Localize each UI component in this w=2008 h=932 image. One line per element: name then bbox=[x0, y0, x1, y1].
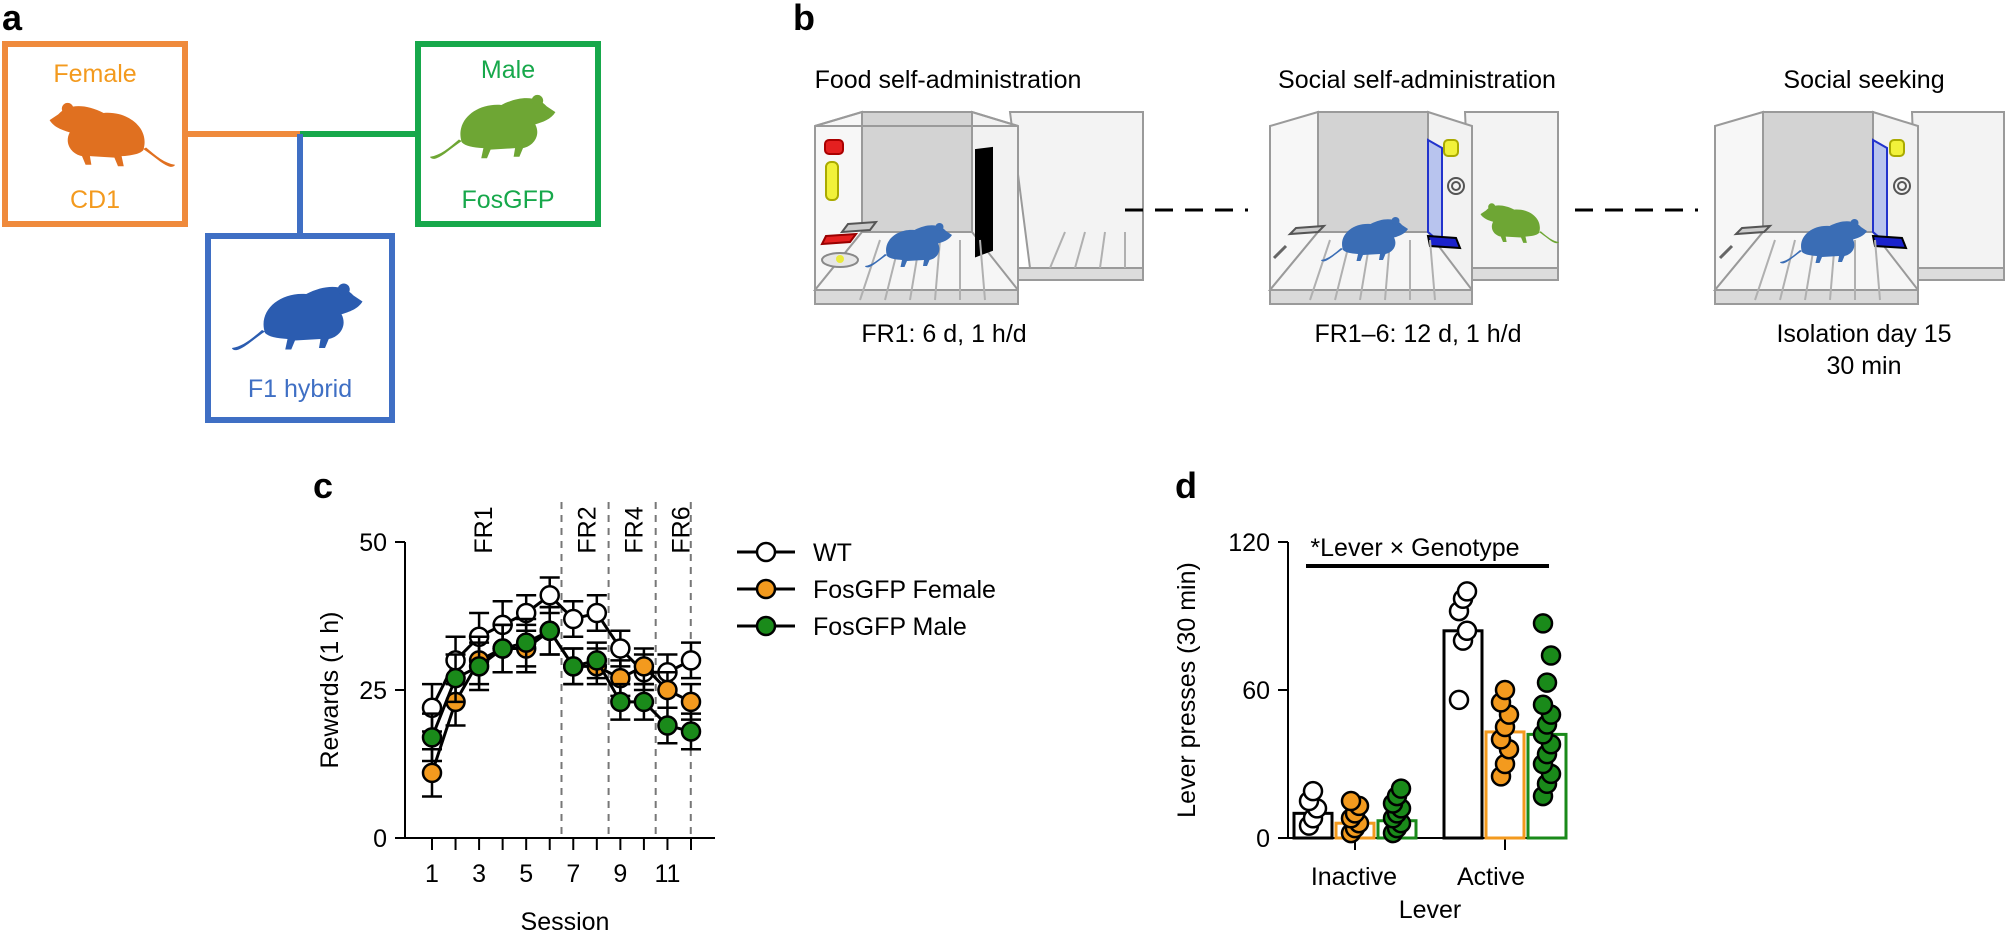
y-axis-label: Lever presses (30 min) bbox=[1173, 562, 1201, 818]
legend-label: WT bbox=[813, 539, 852, 567]
data-point bbox=[680, 691, 702, 713]
data-point bbox=[492, 638, 513, 659]
x-tick-label: 3 bbox=[472, 860, 486, 888]
stage-3-detail: Isolation day 15 bbox=[1776, 320, 1951, 348]
data-point bbox=[680, 721, 702, 742]
x-axis-label: Session bbox=[521, 908, 610, 932]
significance-label: *Lever × Genotype bbox=[1310, 534, 1519, 562]
phase-label: FR1 bbox=[470, 506, 498, 553]
male-strain: FosGFP bbox=[461, 186, 554, 214]
data-point bbox=[633, 656, 655, 677]
male-mouse-icon bbox=[430, 94, 556, 159]
data-point bbox=[445, 667, 466, 689]
y-axis-label: Rewards (1 h) bbox=[316, 612, 344, 769]
data-point bbox=[515, 632, 537, 653]
x-tick-label: 1 bbox=[425, 860, 439, 888]
bar bbox=[1442, 629, 1484, 840]
data-point bbox=[1532, 694, 1554, 716]
data-point bbox=[1540, 645, 1562, 666]
panel-label-c: c bbox=[313, 465, 333, 506]
data-point bbox=[586, 650, 608, 671]
x-tick-label: 9 bbox=[613, 860, 627, 888]
data-point bbox=[610, 638, 631, 659]
phase-label: FR2 bbox=[573, 506, 601, 553]
data-point bbox=[657, 679, 678, 701]
stage-2-detail: FR1–6: 12 d, 1 h/d bbox=[1314, 320, 1521, 348]
x-tick-label: 7 bbox=[566, 860, 580, 888]
chamber-seeking bbox=[1712, 110, 2005, 305]
data-point bbox=[563, 656, 584, 677]
stage-1-detail: FR1: 6 d, 1 h/d bbox=[861, 320, 1026, 348]
data-point bbox=[1456, 581, 1478, 602]
x-tick-label: 5 bbox=[519, 860, 533, 888]
data-point bbox=[563, 608, 584, 630]
y-tick-label: 120 bbox=[1228, 529, 1270, 557]
hybrid-box bbox=[205, 233, 395, 423]
chamber-food bbox=[812, 110, 1144, 305]
data-point bbox=[1448, 689, 1470, 711]
chamber-social bbox=[1267, 110, 1559, 305]
x-tick-label: Inactive bbox=[1311, 863, 1397, 891]
x-tick-label: 11 bbox=[654, 860, 680, 888]
x-tick-label: Active bbox=[1457, 863, 1525, 891]
female-label: Female bbox=[53, 60, 136, 88]
y-tick-label: 25 bbox=[359, 677, 387, 705]
female-strain: CD1 bbox=[70, 186, 120, 214]
stage-1-title: Food self-administration bbox=[815, 66, 1082, 94]
data-point bbox=[680, 650, 702, 671]
data-point bbox=[539, 620, 560, 642]
data-point bbox=[1532, 613, 1554, 634]
panel-label-b: b bbox=[793, 0, 815, 38]
male-label: Male bbox=[481, 56, 535, 84]
stage-3-detail-duration: 30 min bbox=[1826, 352, 1901, 380]
stage-2-title: Social self-administration bbox=[1278, 66, 1556, 94]
data-point bbox=[468, 656, 490, 677]
male-box bbox=[415, 41, 601, 227]
y-tick-label: 0 bbox=[1256, 825, 1270, 853]
data-point bbox=[421, 727, 443, 748]
data-point bbox=[586, 602, 608, 624]
data-point bbox=[421, 762, 443, 784]
data-point bbox=[539, 585, 560, 606]
female-box bbox=[2, 41, 188, 227]
x-axis-label: Lever bbox=[1399, 896, 1462, 924]
legend-marker bbox=[755, 615, 777, 637]
data-point bbox=[1302, 780, 1324, 802]
data-point bbox=[1340, 790, 1362, 812]
y-tick-label: 50 bbox=[359, 529, 387, 557]
data-point bbox=[1494, 679, 1516, 701]
y-tick-label: 60 bbox=[1242, 677, 1270, 705]
stage-3-title: Social seeking bbox=[1783, 66, 1944, 94]
phase-label: FR4 bbox=[620, 506, 648, 553]
legend-label: FosGFP Male bbox=[813, 613, 967, 641]
legend-marker bbox=[755, 541, 777, 563]
female-mouse-icon bbox=[50, 103, 175, 167]
panel-label-a: a bbox=[2, 0, 23, 38]
panel-label-d: d bbox=[1175, 465, 1197, 506]
data-point bbox=[633, 691, 655, 713]
data-point bbox=[1390, 778, 1412, 799]
hybrid-label: F1 hybrid bbox=[248, 375, 352, 403]
y-tick-label: 0 bbox=[373, 825, 387, 853]
data-point bbox=[657, 715, 678, 736]
hybrid-mouse-icon bbox=[232, 283, 363, 351]
data-point bbox=[1456, 620, 1478, 642]
legend-label: FosGFP Female bbox=[813, 576, 996, 604]
chart-d: 0 60 120 Lever presses (30 min) *Lever × Gen… bbox=[1173, 529, 1568, 924]
data-point bbox=[1536, 672, 1558, 693]
chart-c: 0 25 50 1 3 5 7 9 11 Session Rewards (1 h) FR1 FR2 FR… bbox=[316, 502, 996, 932]
phase-label: FR6 bbox=[668, 506, 696, 553]
data-point bbox=[610, 691, 631, 713]
legend-marker bbox=[755, 578, 777, 600]
